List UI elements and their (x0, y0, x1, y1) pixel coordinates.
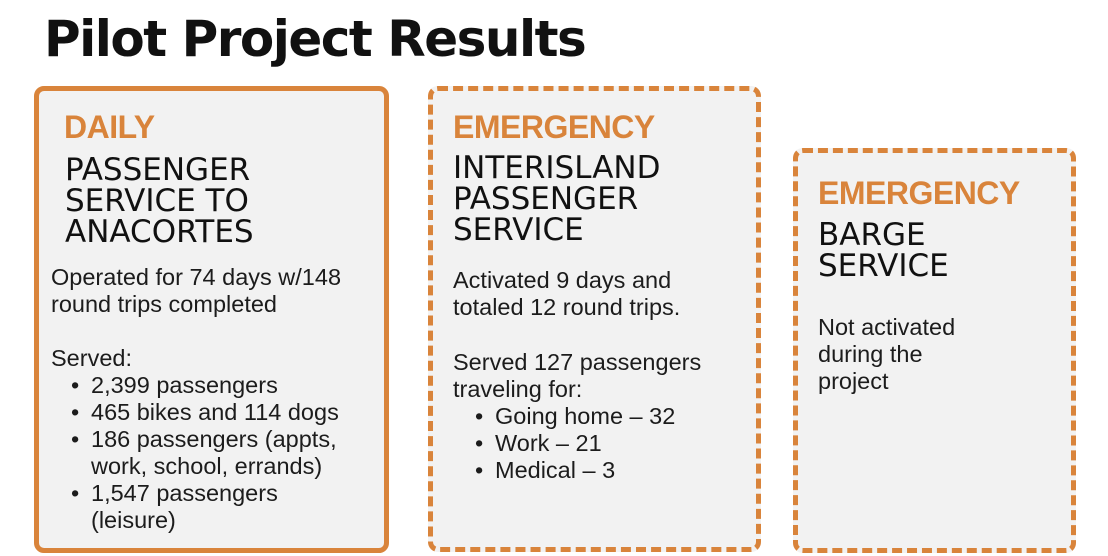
served-list: 2,399 passengers 465 bikes and 114 dogs … (51, 372, 339, 534)
list-item: 2,399 passengers (71, 372, 339, 399)
served-line: Served 127 passengers (453, 349, 702, 375)
emergency-barge-card: EMERGENCY BARGE SERVICE Not activated du… (793, 148, 1076, 553)
card-heading-line: SERVICE (818, 248, 949, 284)
list-item-text: 186 passengers (appts, (91, 426, 337, 452)
card-summary: Operated for 74 days w/148 round trips c… (51, 264, 341, 318)
list-item-text: 1,547 passengers (91, 480, 278, 506)
list-item-text: Work – 21 (495, 430, 602, 456)
list-item: 465 bikes and 114 dogs (71, 399, 339, 426)
card-heading-line: INTERISLAND (453, 150, 661, 186)
list-item-text: 2,399 passengers (91, 372, 278, 398)
list-item-text: 465 bikes and 114 dogs (91, 399, 339, 425)
summary-line: Not activated (818, 314, 956, 340)
list-item-text: Medical – 3 (495, 457, 616, 483)
card-kicker: EMERGENCY (818, 175, 1020, 211)
card-heading-line: SERVICE TO (65, 183, 249, 219)
card-summary: Activated 9 days and totaled 12 round tr… (453, 267, 680, 321)
served-label: Served: (51, 345, 132, 371)
served-list: Going home – 32 Work – 21 Medical – 3 (455, 403, 675, 484)
list-item-text: (leisure) (91, 507, 176, 533)
list-item-text: work, school, errands) (91, 453, 323, 479)
list-item: 186 passengers (appts,work, school, erra… (71, 426, 339, 480)
page-title: Pilot Project Results (44, 10, 587, 68)
list-item: 1,547 passengers(leisure) (71, 480, 339, 534)
summary-line: round trips completed (51, 291, 277, 317)
card-kicker: EMERGENCY (453, 109, 655, 145)
daily-service-card: DAILY PASSENGER SERVICE TO ANACORTES Ope… (34, 86, 389, 553)
summary-line: totaled 12 round trips. (453, 294, 681, 320)
card-heading-line: PASSENGER (65, 152, 251, 188)
card-heading: PASSENGER SERVICE TO ANACORTES (65, 155, 254, 248)
card-heading: BARGE SERVICE (818, 220, 949, 282)
card-summary: Not activated during the project (818, 314, 955, 395)
card-heading-line: SERVICE (453, 212, 584, 248)
summary-line: Activated 9 days and (453, 267, 672, 293)
summary-line: during the (818, 341, 923, 367)
card-heading-line: ANACORTES (65, 214, 254, 250)
emergency-interisland-card: EMERGENCY INTERISLAND PASSENGER SERVICE … (428, 86, 761, 552)
card-heading: INTERISLAND PASSENGER SERVICE (453, 153, 660, 246)
card-heading-line: BARGE (818, 217, 926, 253)
card-kicker: DAILY (64, 109, 155, 145)
summary-line: project (818, 368, 889, 394)
served-label: Served 127 passengers traveling for: (453, 349, 701, 403)
list-item: Work – 21 (475, 430, 675, 457)
served-line: traveling for: (453, 376, 583, 402)
list-item: Medical – 3 (475, 457, 675, 484)
list-item: Going home – 32 (475, 403, 676, 430)
card-heading-line: PASSENGER (453, 181, 639, 217)
list-item-text: Going home – 32 (495, 403, 676, 429)
summary-line: Operated for 74 days w/148 (51, 264, 342, 290)
